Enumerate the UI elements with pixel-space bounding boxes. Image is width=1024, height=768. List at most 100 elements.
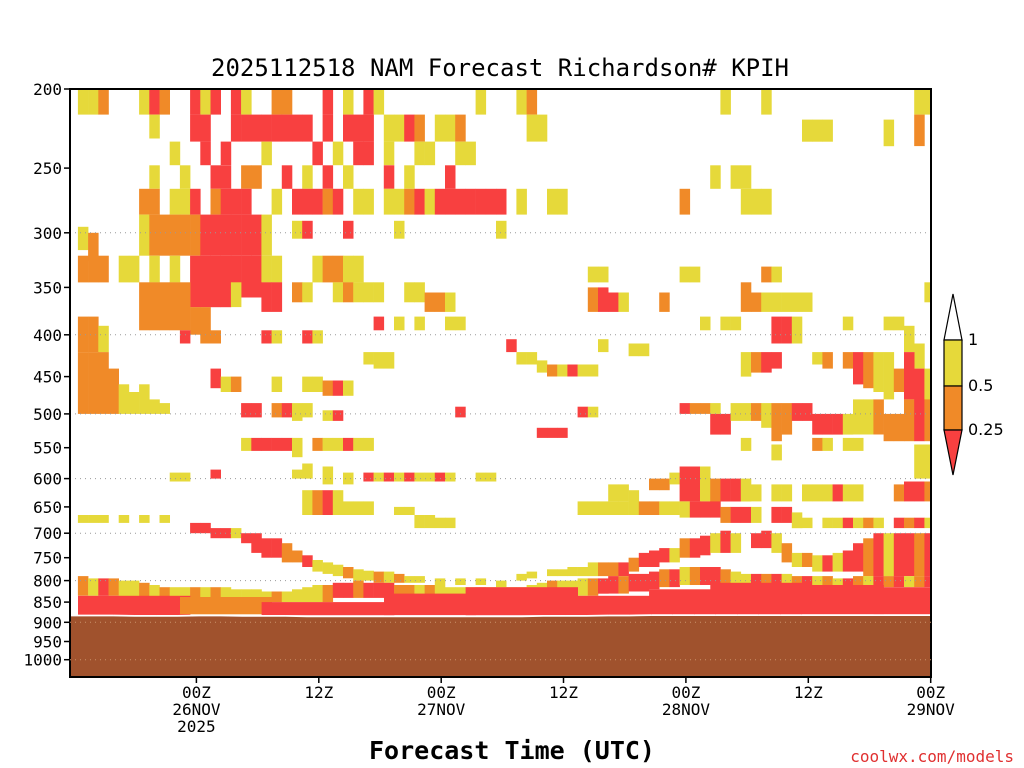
ri-cell: [190, 114, 201, 142]
ri-cell: [904, 399, 915, 442]
ri-cell: [771, 292, 782, 312]
ri-cell: [924, 368, 931, 407]
ri-cell: [700, 466, 711, 502]
ri-cell: [771, 533, 782, 553]
ri-cell: [904, 481, 915, 502]
ri-cell: [179, 282, 191, 331]
ri-cell: [404, 188, 415, 215]
ri-cell: [567, 364, 578, 377]
ri-cell: [271, 255, 283, 283]
ri-cell: [363, 472, 374, 482]
ri-cell: [781, 573, 793, 588]
ri-cell: [139, 384, 150, 414]
ri-cell: [271, 538, 283, 558]
ri-cell: [139, 188, 150, 215]
ri-cell: [761, 403, 772, 428]
ri-cell: [343, 282, 354, 303]
ri-cell: [822, 437, 833, 451]
ri-cell: [190, 522, 201, 534]
ri-cell: [720, 89, 731, 115]
ri-cell: [312, 437, 323, 451]
ri-cell: [761, 292, 772, 312]
ri-cell: [434, 517, 446, 529]
ri-cell: [679, 188, 691, 215]
ri-cell: [924, 399, 931, 442]
ri-cell: [343, 89, 354, 115]
ri-cell: [261, 330, 272, 344]
ri-cell: [98, 578, 109, 596]
ri-cell: [332, 255, 344, 283]
ri-cell: [445, 114, 456, 142]
ri-cell: [751, 403, 762, 421]
ri-cell: [149, 282, 160, 331]
ri-cell: [424, 188, 436, 215]
ri-cell: [363, 141, 374, 166]
ri-cell: [404, 472, 415, 482]
ri-cell: [210, 330, 221, 344]
ri-cell: [149, 585, 160, 600]
ri-cell: [271, 188, 283, 215]
ri-cell: [822, 576, 833, 588]
ri-cell: [169, 188, 181, 215]
ri-cell: [179, 587, 191, 603]
credit-link[interactable]: coolwx.com/models: [850, 747, 1014, 766]
ri-cell: [669, 569, 680, 588]
ri-cell: [812, 484, 823, 502]
ri-cell: [394, 188, 405, 215]
ri-cell: [261, 538, 272, 558]
ri-cell: [751, 292, 762, 312]
ri-cell: [88, 352, 99, 414]
ri-cell: [455, 141, 466, 166]
ri-cell: [475, 472, 487, 482]
ri-cell: [424, 141, 436, 166]
ri-cell: [230, 114, 242, 142]
ri-cell: [700, 403, 711, 414]
x-tick-label: 29NOV: [907, 700, 956, 719]
ri-cell: [200, 89, 211, 115]
ri-cell: [812, 119, 823, 142]
ri-cell: [547, 427, 558, 438]
ri-cell: [587, 501, 599, 515]
legend-swatch-below-quarter: [943, 429, 963, 476]
ri-cell: [414, 141, 425, 166]
ri-cell: [394, 316, 405, 331]
y-tick-label: 400: [33, 326, 62, 345]
ri-cell: [343, 165, 354, 189]
ri-cell: [516, 89, 527, 115]
ri-cell: [271, 330, 283, 344]
ri-cell: [169, 255, 181, 283]
ri-cell: [220, 165, 232, 189]
ri-cell: [751, 484, 762, 502]
ri-cell: [322, 466, 334, 485]
ri-cell: [791, 512, 803, 529]
ri-cell: [332, 380, 344, 396]
ri-cell: [679, 501, 691, 518]
ri-cell: [322, 562, 334, 574]
ri-cell: [373, 89, 385, 115]
ri-cell: [77, 316, 89, 353]
ri-cell: [638, 573, 650, 592]
ri-cell: [710, 165, 721, 189]
ri-cell: [292, 188, 303, 215]
ri-cell: [241, 114, 252, 142]
ri-cell: [414, 515, 425, 529]
ri-cell: [802, 484, 813, 502]
ri-cell: [353, 569, 364, 581]
ri-cell: [353, 580, 364, 598]
ri-cell: [863, 538, 874, 577]
ri-cell: [292, 220, 303, 239]
ri-cell: [363, 570, 374, 581]
ri-cell: [343, 114, 354, 142]
ri-cell: [312, 376, 323, 392]
ri-cell: [924, 89, 931, 115]
ri-cell: [700, 316, 711, 331]
ri-cell: [618, 501, 629, 515]
ri-cell: [302, 463, 313, 479]
ri-cell: [608, 576, 619, 594]
ri-cell: [281, 165, 293, 189]
ri-cell: [598, 287, 609, 312]
ri-cell: [455, 578, 466, 585]
ri-cell: [802, 403, 813, 421]
ri-cell: [730, 571, 742, 588]
ri-cell: [689, 538, 701, 558]
